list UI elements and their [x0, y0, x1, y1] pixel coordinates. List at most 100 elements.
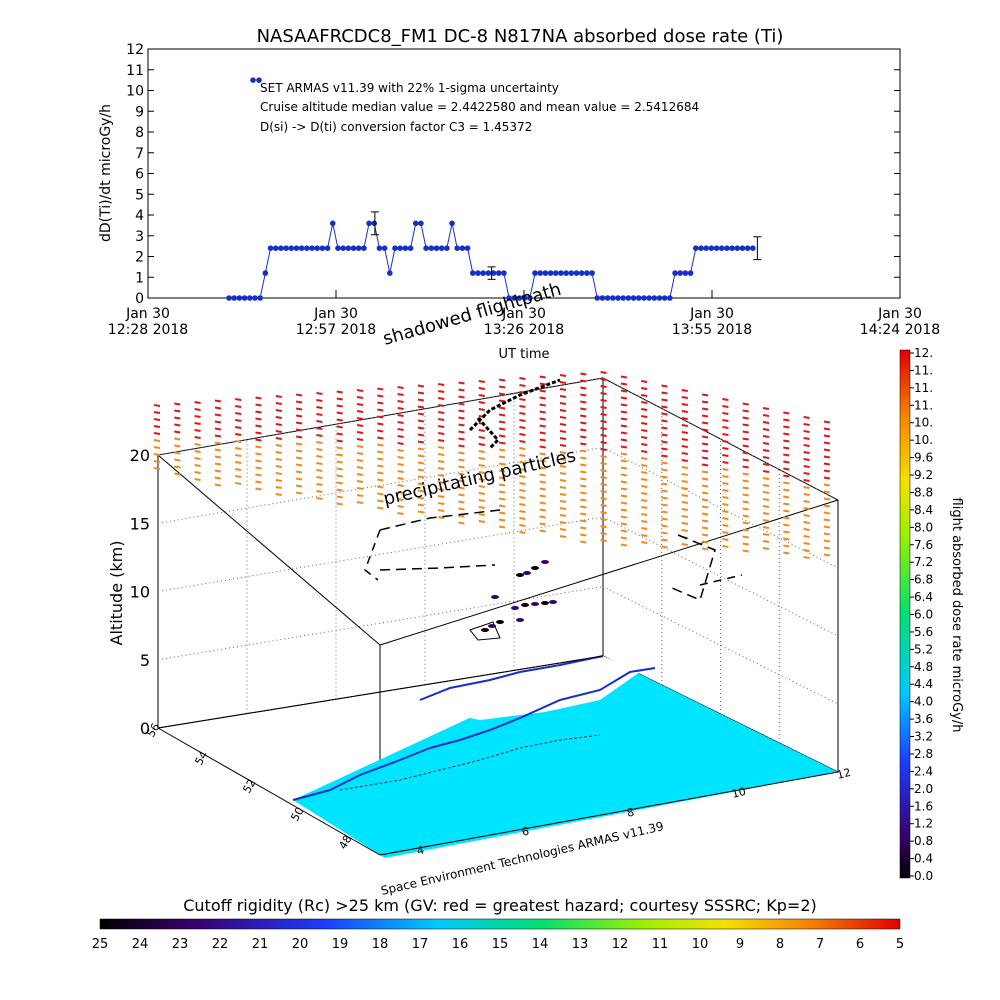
precip-mark [194, 401, 201, 404]
precip-mark [701, 470, 709, 474]
shadow-path-right-2 [699, 574, 743, 586]
precip-mark [762, 442, 770, 445]
precip-mark [762, 456, 770, 459]
precip-mark [235, 468, 242, 471]
precip-mark [356, 501, 364, 504]
precip-mark [539, 403, 546, 407]
precip-mark [174, 437, 181, 441]
data-point [552, 270, 559, 276]
precip-mark [722, 398, 729, 401]
precip-mark [519, 524, 526, 527]
precip-mark [661, 538, 668, 542]
precip-mark [620, 445, 628, 449]
precip-mark [539, 529, 546, 533]
data-point [340, 245, 346, 251]
precip-mark [397, 512, 404, 515]
precip-mark [600, 413, 607, 416]
precip-mark [275, 479, 282, 482]
data-point [304, 245, 310, 251]
precip-mark [316, 462, 323, 465]
precip-mark [580, 519, 587, 523]
precip-mark [377, 401, 384, 405]
flight-track [469, 560, 557, 641]
precip-mark [153, 425, 161, 428]
x-tick-label-line1: Jan 30 [125, 306, 170, 322]
precip-mark [458, 465, 465, 469]
precip-mark [397, 442, 404, 445]
precip-mark [194, 464, 201, 467]
rigidity-colorbar-tick-label: 10 [692, 937, 709, 952]
precip-mark [742, 437, 749, 441]
precip-mark [235, 412, 242, 415]
data-point [687, 270, 694, 276]
floor-x-tick-label: 6 [520, 825, 530, 839]
precip-mark [255, 452, 262, 456]
border-line [339, 734, 601, 791]
precip-mark [823, 553, 831, 557]
precip-mark [316, 476, 323, 479]
dose-colorbar-tick-label: 11. [914, 398, 933, 412]
precip-mark [620, 494, 628, 498]
precip-mark [701, 463, 709, 467]
data-point [454, 245, 461, 251]
y-tick-label: 8 [135, 125, 144, 141]
precip-mark [722, 489, 729, 492]
precip-mark [498, 525, 506, 529]
data-point [506, 295, 512, 301]
precip-mark [600, 476, 607, 479]
precip-mark [356, 410, 364, 413]
precip-mark [559, 472, 567, 475]
precip-mark [458, 402, 465, 406]
precip-mark [701, 491, 709, 495]
precip-mark [377, 471, 384, 475]
dose-colorbar-tick-label: 0.4 [914, 852, 933, 866]
precip-mark [498, 483, 506, 487]
track-point [531, 602, 539, 606]
precip-mark [701, 407, 709, 411]
precip-mark [255, 424, 262, 428]
grid [157, 377, 839, 773]
precip-mark [580, 442, 587, 446]
precip-mark [356, 396, 364, 399]
data-point [568, 270, 575, 276]
precip-mark [559, 430, 567, 433]
precip-mark [356, 431, 364, 434]
floor-y-tick-label: 54 [192, 749, 210, 768]
dose-colorbar-tick-label: 8.8 [914, 485, 933, 499]
precip-mark [498, 385, 506, 389]
precip-mark [519, 482, 526, 485]
data-point [718, 245, 725, 251]
precip-mark [620, 396, 628, 400]
precip-mark [519, 531, 526, 534]
precip-mark [417, 391, 425, 395]
precip-mark [661, 475, 668, 479]
precip-mark [580, 477, 587, 481]
precip-mark [417, 384, 425, 388]
precip-mark [478, 450, 485, 453]
dose-colorbar-tick-label: 6.8 [914, 573, 933, 587]
precip-mark [174, 430, 181, 434]
track-point [541, 601, 549, 605]
precip-mark [438, 411, 445, 414]
precip-mark [641, 492, 648, 495]
data-point [288, 245, 295, 251]
precip-mark [458, 451, 465, 455]
precip-mark [316, 490, 323, 493]
rigidity-colorbar-tick-label: 17 [412, 937, 429, 952]
precip-mark [377, 464, 384, 468]
data-point [355, 245, 362, 251]
precip-mark [783, 544, 790, 548]
precip-mark [600, 434, 607, 437]
floor-x-tick-label: 8 [625, 806, 635, 820]
precip-mark [600, 420, 607, 423]
precip-mark [519, 503, 526, 506]
precip-mark [336, 390, 343, 394]
data-point [744, 245, 751, 251]
precip-mark [478, 499, 485, 502]
rigidity-colorbar-tick-label: 11 [652, 937, 669, 952]
precip-mark [275, 465, 282, 468]
grid-line [157, 447, 604, 524]
precip-mark [397, 456, 404, 459]
precip-mark [214, 406, 222, 410]
z-tick-label: 10 [130, 583, 150, 602]
